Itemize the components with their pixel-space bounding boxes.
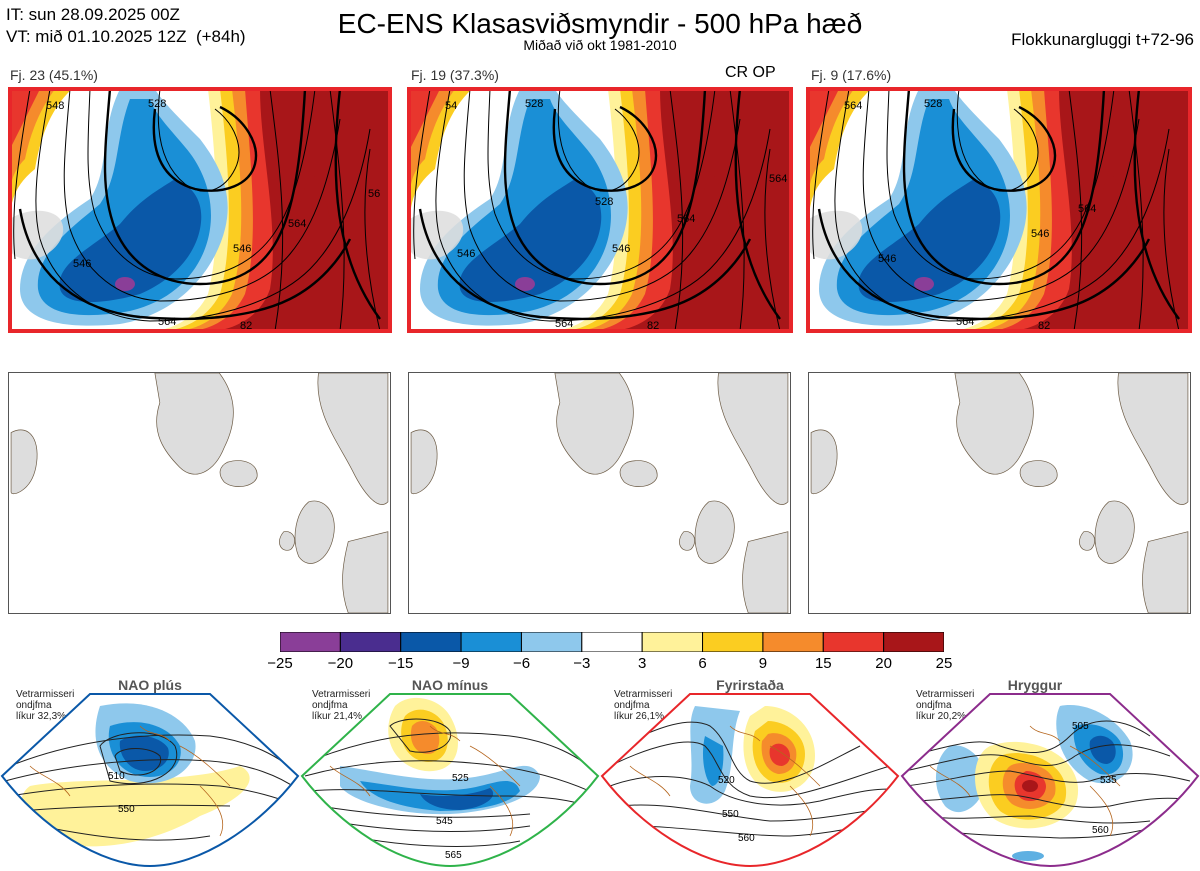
colorbar-swatch: [762, 631, 824, 653]
colorbar-swatch: [822, 631, 885, 653]
contour-label: 528: [595, 196, 613, 208]
contour-label: 560: [738, 833, 755, 844]
contour-label: 525: [452, 773, 469, 784]
contour-label: 560: [1092, 825, 1109, 836]
regime-info: Vetrarmisseri ondjfma líkur 32,3%: [16, 689, 75, 722]
cluster-3-label: Fj. 9 (17.6%): [811, 67, 892, 83]
contour-label: 550: [722, 809, 739, 820]
colorbar-swatch: [460, 631, 522, 653]
colorbar-tick-label: 20: [875, 655, 892, 672]
colorbar-tick-label: −25: [267, 655, 293, 672]
contour-label: 564: [1078, 203, 1096, 215]
regime-nao-minus: Vetrarmisseri ondjfma líkur 21,4% NAO mí…: [300, 677, 600, 871]
contour-label: 546: [1031, 228, 1049, 240]
colorbar-tick-label: −9: [452, 655, 470, 672]
page-subtitle: Miðað við okt 1981-2010: [523, 37, 677, 53]
contour-label: 510: [108, 771, 125, 782]
contour-label: 520: [718, 775, 735, 786]
regime-name: Fyrirstaða: [716, 677, 784, 693]
regime-info: Vetrarmisseri ondjfma líkur 26,1%: [614, 689, 673, 722]
colorbar-swatch: [520, 631, 583, 653]
regime-info: Vetrarmisseri ondjfma líkur 20,2%: [916, 689, 975, 722]
colorbar-tick-label: −3: [573, 655, 591, 672]
cluster-2-secondary-map: [408, 372, 792, 615]
contour-label: 528: [924, 98, 942, 110]
regime-name: Hryggur: [1007, 677, 1063, 693]
colorbar-swatch: [581, 631, 643, 653]
colorbar-tick-label: −6: [512, 655, 531, 672]
contour-label: 535: [1100, 775, 1117, 786]
valid-time: VT: mið 01.10.2025 12Z (+84h): [6, 27, 246, 46]
contour-label: 545: [436, 816, 453, 827]
contour-label: 82: [240, 320, 252, 332]
regime-name: NAO mínus: [411, 677, 489, 693]
contour-label: 54: [445, 100, 457, 112]
contour-label: 546: [878, 253, 896, 265]
contour-label: 546: [612, 243, 630, 255]
colorbar-swatch: [883, 631, 945, 653]
initial-time: IT: sun 28.09.2025 00Z: [6, 5, 180, 24]
cluster-1-map: 548 528 546 564 546 56 564 82: [8, 87, 392, 333]
contour-label: 550: [118, 804, 135, 815]
colorbar-tick-label: −20: [327, 655, 354, 672]
regime-name: NAO plús: [118, 677, 182, 693]
regime-blocking: Vetrarmisseri ondjfma líkur 26,1% Fyrirs…: [600, 677, 900, 871]
colorbar-swatch: [702, 631, 764, 653]
contour-label: 564: [769, 173, 787, 185]
colorbar-tick-label: 25: [935, 655, 953, 672]
colorbar-swatch: [339, 631, 402, 653]
contour-label: 548: [46, 100, 64, 112]
contour-label: 546: [457, 248, 475, 260]
contour-label: 546: [73, 258, 91, 270]
cluster-2-map: 54 528 528 546 564 546 564 564 82: [407, 87, 793, 333]
colorbar-tick-label: 15: [814, 655, 832, 672]
regime-nao-plus: Vetrarmisseri ondjfma líkur 32,3% NAO pl…: [0, 677, 300, 871]
contour-label: 565: [445, 850, 462, 861]
colorbar-swatch: [400, 631, 462, 653]
contour-label: 528: [525, 98, 543, 110]
contour-label: 82: [647, 320, 659, 332]
colorbar-labels: −25 −20 −15 −9 −6 −3 3 6 9 15 20 25: [260, 655, 964, 675]
colorbar-tick-label: 9: [758, 655, 768, 672]
contour-label: 56: [368, 188, 380, 200]
run-info: IT: sun 28.09.2025 00Z VT: mið 01.10.202…: [6, 4, 246, 48]
contour-label: 82: [1038, 320, 1050, 332]
contour-label: 564: [288, 218, 306, 230]
contour-label: 528: [148, 98, 166, 110]
colorbar-swatch: [641, 631, 704, 653]
cluster-1-secondary-map: [8, 372, 392, 615]
colorbar-tick-label: 6: [698, 655, 707, 672]
colorbar-swatch: [279, 631, 341, 653]
colorbar-tick-label: −15: [387, 655, 414, 672]
contour-label: 564: [555, 318, 573, 330]
cluster-3-map: 564 528 546 546 564 564 82: [806, 87, 1192, 333]
contour-label: 564: [956, 316, 974, 328]
colorbar: [279, 631, 945, 653]
regime-ridge: Vetrarmisseri ondjfma líkur 20,2% Hryggu…: [900, 677, 1200, 871]
contour-label: 505: [1072, 721, 1089, 732]
regime-info: Vetrarmisseri ondjfma líkur 21,4%: [312, 689, 371, 722]
contour-label: 564: [677, 213, 695, 225]
colorbar-tick-label: 3: [638, 655, 647, 672]
cluster-3-secondary-map: [808, 372, 1192, 615]
cluster-2-label: Fj. 19 (37.3%): [411, 67, 499, 83]
page-title: EC-ENS Klasasviðsmyndir - 500 hPa hæð: [337, 8, 863, 39]
control-op-label: CR OP: [725, 64, 776, 81]
classification-window: Flokkunargluggi t+72-96: [1011, 30, 1194, 49]
contour-label: 546: [233, 243, 251, 255]
cluster-1-label: Fj. 23 (45.1%): [10, 67, 98, 83]
contour-label: 564: [844, 100, 862, 112]
contour-label: 564: [158, 316, 176, 328]
